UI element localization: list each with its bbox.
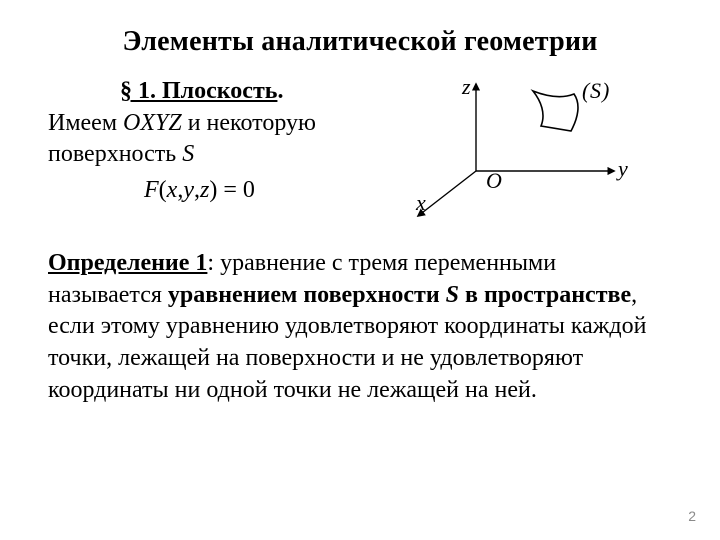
definition-label: Определение 1: [48, 250, 207, 276]
intro-pre: Имеем: [48, 110, 123, 136]
surface-label-s: S: [590, 78, 601, 103]
definition-bold-pre: уравнением поверхности: [168, 282, 446, 308]
axes-svg: z y x O ( S ): [386, 76, 636, 226]
definition-block: Определение 1: уравнение с тремя перемен…: [48, 248, 672, 406]
intro-s: S: [182, 141, 194, 167]
eq-open: (: [159, 177, 167, 203]
axes-diagram: z y x O ( S ): [386, 76, 636, 226]
definition-bold-post: в пространстве: [459, 282, 631, 308]
eq-f: F: [144, 177, 159, 203]
intro-text: Имеем OXYZ и некоторую поверхность S: [48, 108, 378, 171]
eq-y: y: [183, 177, 194, 203]
axis-label-z: z: [461, 76, 471, 99]
section-dot: .: [277, 78, 283, 104]
surface-patch: [533, 91, 578, 131]
page-title: Элементы аналитической геометрии: [48, 26, 672, 58]
definition-colon: :: [207, 250, 220, 276]
eq-args: x: [167, 177, 178, 203]
intro-column: § 1. Плоскость. Имеем OXYZ и некоторую п…: [48, 76, 378, 204]
section-heading: § 1. Плоскость: [120, 78, 277, 104]
intro-oxyz: OXYZ: [123, 110, 182, 136]
section-line: § 1. Плоскость.: [48, 76, 378, 108]
eq-rest: = 0: [217, 177, 255, 203]
slide: Элементы аналитической геометрии § 1. Пл…: [0, 0, 720, 540]
eq-z: z: [200, 177, 209, 203]
top-row: § 1. Плоскость. Имеем OXYZ и некоторую п…: [48, 76, 672, 226]
surface-label-close: ): [600, 78, 609, 103]
equation: F(x,y,z) = 0: [48, 177, 378, 204]
axis-label-x: x: [415, 190, 426, 215]
axis-x-line: [418, 171, 476, 216]
page-number: 2: [688, 508, 696, 524]
axis-label-o: O: [486, 168, 502, 193]
definition-bold-s: S: [446, 282, 459, 308]
axis-label-y: y: [616, 156, 628, 181]
